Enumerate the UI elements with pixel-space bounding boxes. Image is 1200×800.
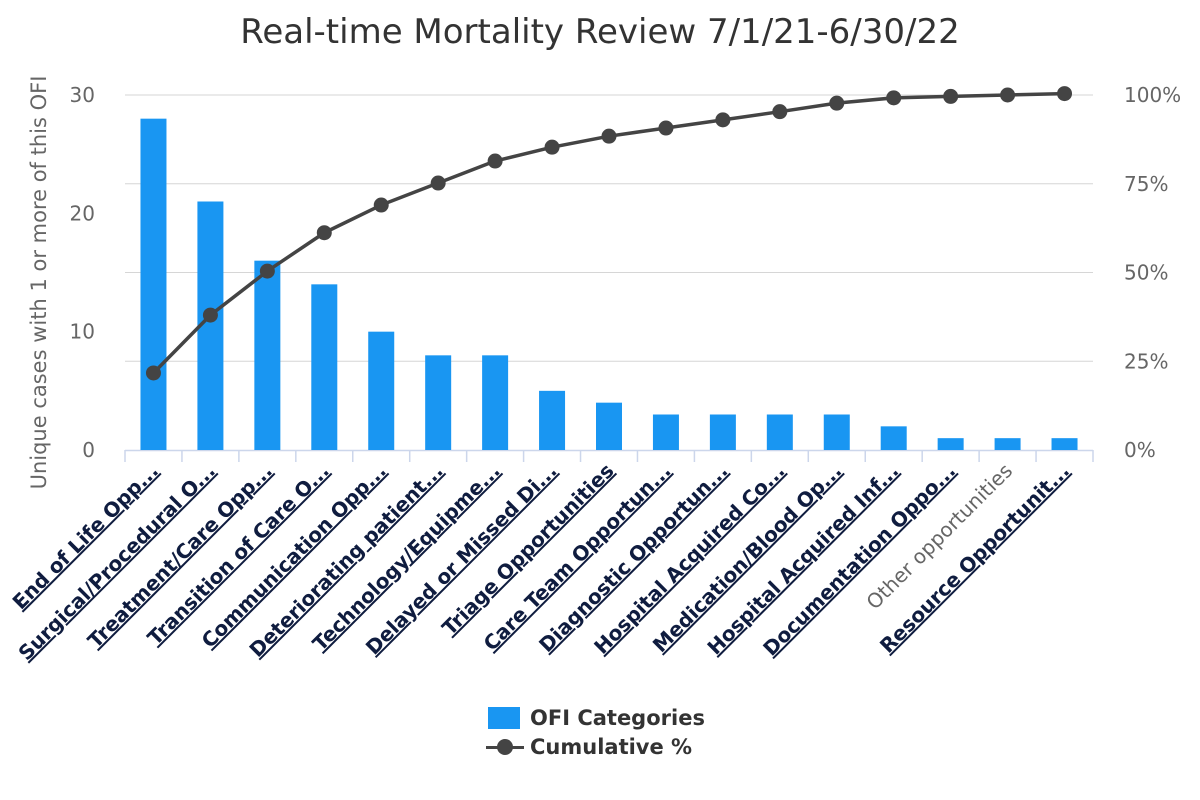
cumulative-point	[1000, 87, 1016, 103]
cumulative-point	[316, 225, 332, 241]
cumulative-point	[601, 128, 617, 144]
y2-tick-label: 100%	[1124, 83, 1181, 107]
bar	[425, 355, 452, 450]
bar	[823, 414, 850, 450]
cumulative-point	[715, 112, 731, 128]
legend: OFI Categories Cumulative %	[486, 704, 786, 762]
bar	[709, 414, 736, 450]
cumulative-point	[943, 88, 959, 104]
bar	[766, 414, 793, 450]
y2-tick-label: 75%	[1124, 172, 1168, 196]
bar	[1051, 438, 1078, 450]
chart-title: Real-time Mortality Review 7/1/21-6/30/2…	[240, 12, 960, 52]
bar	[880, 426, 907, 450]
cumulative-point	[430, 175, 446, 191]
cumulative-point	[202, 307, 218, 323]
y-axis-title: Unique cases with 1 or more of this OFI	[27, 76, 51, 490]
bar	[937, 438, 964, 450]
cumulative-point	[1057, 86, 1073, 102]
y-tick-label: 20	[70, 201, 95, 225]
bar	[652, 414, 679, 450]
y-tick-label: 0	[82, 438, 95, 462]
legend-item-line[interactable]: Cumulative %	[486, 733, 786, 762]
bar	[539, 390, 566, 450]
y2-tick-label: 50%	[1124, 261, 1168, 285]
legend-item-bars[interactable]: OFI Categories	[486, 704, 786, 733]
y2-tick-label: 25%	[1124, 349, 1168, 373]
y-tick-label: 30	[70, 83, 95, 107]
y2-tick-label: 0%	[1124, 438, 1156, 462]
cumulative-point	[886, 90, 902, 106]
cumulative-point	[259, 263, 275, 279]
y-tick-label: 10	[70, 320, 95, 344]
bar	[311, 284, 338, 450]
cumulative-point	[373, 197, 389, 213]
cumulative-point	[487, 153, 503, 169]
bar	[994, 438, 1021, 450]
bar	[254, 260, 281, 450]
bar	[140, 118, 167, 451]
bar	[368, 331, 395, 450]
legend-label-line: Cumulative %	[530, 735, 693, 759]
cumulative-point	[145, 365, 161, 381]
cumulative-point	[772, 104, 788, 120]
legend-marker-swatch	[497, 739, 513, 755]
legend-bar-swatch	[488, 707, 520, 729]
bar	[482, 355, 509, 450]
cumulative-point	[829, 95, 845, 111]
bar	[596, 402, 622, 450]
cumulative-point	[544, 139, 560, 155]
legend-label-bars: OFI Categories	[530, 706, 705, 730]
cumulative-point	[658, 120, 674, 136]
